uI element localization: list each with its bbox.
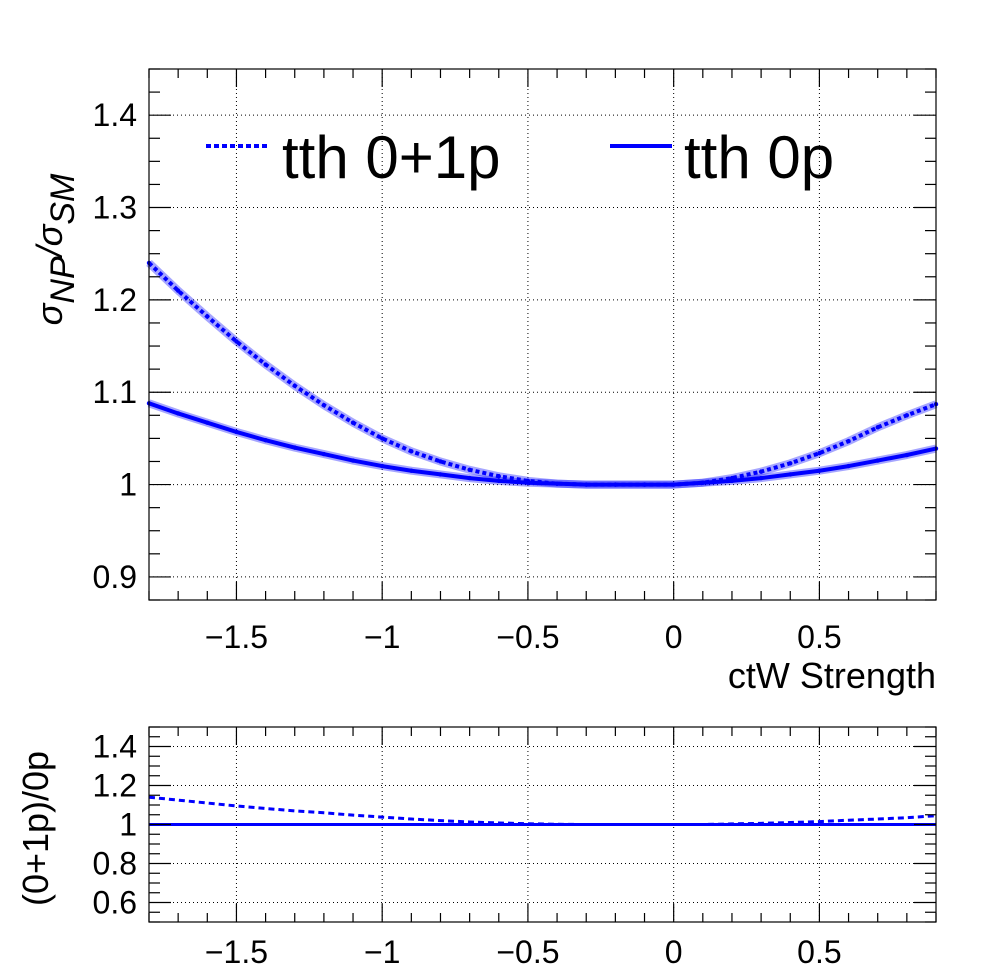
y-tick-label: 1.3	[93, 190, 137, 226]
series-point-1-26	[904, 452, 910, 458]
series-point-1-21	[758, 475, 764, 481]
series-point-1-19	[700, 480, 706, 485]
x-tick-label: −1.5	[205, 619, 268, 655]
series-point-1-5	[292, 445, 297, 450]
y-tick-label: 1.4	[93, 97, 137, 133]
y-tick-label: 1	[119, 807, 137, 843]
x-tick-label: 0.5	[797, 619, 841, 655]
series-point-0-23	[817, 450, 822, 456]
legend: tth 0+1p tth 0p	[206, 124, 834, 191]
x-tick-label: −0.5	[496, 619, 559, 655]
x-tick-label: −1.5	[205, 934, 268, 970]
y-tick-label: 1.1	[93, 374, 137, 410]
series-point-0-4	[263, 362, 268, 367]
y-tick-label: 1	[119, 467, 137, 503]
x-tick-label: 0.5	[797, 934, 841, 970]
y-axis-title-over-sigma: /σ	[29, 223, 70, 259]
series-point-0-26	[904, 413, 910, 418]
ratio-grid	[149, 727, 936, 922]
main-grid	[149, 69, 936, 600]
series-point-1-20	[729, 478, 735, 484]
series-point-0-3	[234, 339, 239, 344]
series-point-0-22	[788, 461, 793, 466]
series-point-0-21	[758, 469, 764, 474]
series-point-1-17	[642, 482, 647, 487]
main-panel: −1.5 −1 −0.5 0 0.5 0.9 1 1.1 1.2 1.3 1.4 ctW Stren…	[29, 68, 939, 696]
y-tick-label: 0.8	[93, 846, 137, 882]
y-tick-label: 1.2	[93, 768, 137, 804]
y-axis-title: σNP/σSM	[29, 173, 82, 325]
series-point-0-2	[205, 314, 210, 319]
y-tick-label: 0.6	[93, 885, 137, 921]
y-tick-label: 1.4	[93, 729, 137, 765]
main-plot-frame	[148, 68, 937, 601]
series-point-1-24	[846, 463, 851, 469]
series-line-1	[148, 401, 937, 487]
series-point-0-9	[409, 449, 414, 454]
series-point-1-3	[234, 429, 239, 435]
y-tick-label: 0.9	[93, 559, 137, 595]
y-axis-title-sigma: σ	[29, 302, 70, 325]
ratio-panel: −1.5 −1 −0.5 0 0.5 0.60.811.21.4 (0+1p)/0p	[15, 726, 937, 971]
series-point-1-25	[875, 458, 880, 463]
series-point-0-6	[321, 402, 327, 408]
legend-label-1: tth 0p	[684, 124, 834, 191]
x-tick-label: −1	[364, 934, 400, 970]
series-point-1-15	[584, 482, 589, 487]
series-point-1-22	[788, 472, 793, 477]
main-series	[146, 260, 939, 489]
series-point-0-1	[175, 288, 181, 293]
series-point-1-18	[671, 482, 676, 487]
x-tick-label: −1	[364, 619, 400, 655]
y-axis-title-sub-np: NP	[44, 256, 82, 304]
series-point-1-9	[409, 468, 414, 473]
series-line-0	[148, 795, 937, 826]
series-point-1-13	[525, 480, 531, 485]
series-point-0-24	[846, 438, 851, 444]
ratio-y-axis-title: (0+1p)/0p	[15, 751, 56, 906]
y-axis-title-sub-sm: SM	[44, 173, 82, 225]
series-point-1-16	[613, 482, 618, 487]
series-point-1-1	[175, 411, 181, 416]
series-point-1-14	[554, 481, 560, 486]
main-ticks	[148, 68, 937, 601]
ratio-series	[148, 795, 937, 826]
series-point-1-11	[467, 475, 472, 481]
series-point-1-2	[205, 420, 210, 425]
x-tick-label: 0	[665, 619, 683, 655]
main-tick-labels: −1.5 −1 −0.5 0 0.5 0.9 1 1.1 1.2 1.3 1.4	[93, 97, 842, 655]
series-point-0-11	[467, 467, 472, 472]
x-axis-title: ctW Strength	[728, 655, 936, 696]
series-point-1-8	[379, 463, 385, 469]
series-point-0-25	[875, 425, 880, 430]
series-point-0-10	[438, 459, 443, 464]
series-point-0-12	[496, 474, 501, 479]
series-band-0	[146, 260, 938, 489]
series-point-1-4	[263, 438, 268, 443]
series-point-0-5	[292, 383, 297, 388]
series-point-0-8	[379, 436, 385, 441]
series-point-1-23	[817, 468, 822, 473]
ratio-ticks	[148, 726, 937, 923]
x-tick-label: −0.5	[496, 934, 559, 970]
x-tick-label: 0	[665, 934, 683, 970]
series-point-1-10	[438, 472, 443, 477]
ratio-tick-labels: −1.5 −1 −0.5 0 0.5 0.60.811.21.4	[93, 729, 842, 971]
series-point-1-7	[350, 458, 356, 463]
y-tick-label: 1.2	[93, 282, 137, 318]
series-point-1-12	[496, 478, 501, 484]
legend-label-0: tth 0+1p	[282, 124, 501, 191]
series-point-0-7	[350, 420, 356, 425]
series-point-1-6	[321, 451, 327, 457]
